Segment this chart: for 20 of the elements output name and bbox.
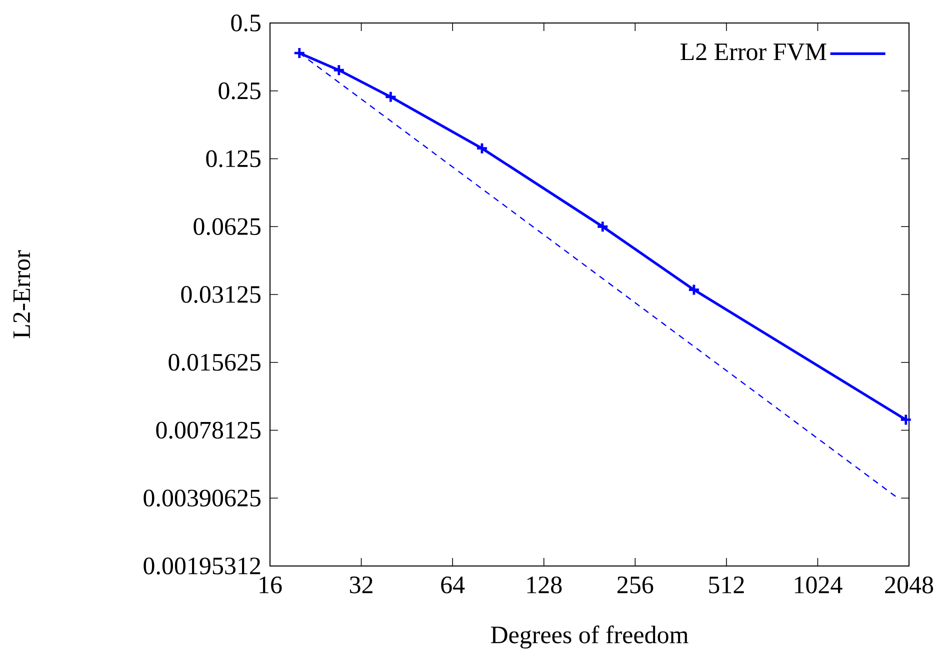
y-axis-title: L2-Error — [13, 250, 30, 338]
y-tick-label: 0.03125 — [181, 286, 260, 303]
y-tick-label: 0.5 — [231, 14, 260, 32]
x-tick-label: 16 — [260, 576, 282, 594]
x-tick-label: 2048 — [885, 576, 934, 594]
x-tick-label: 64 — [441, 576, 465, 594]
y-tick-label: 0.015625 — [168, 354, 260, 371]
x-tick-label: 1024 — [794, 576, 842, 594]
y-tick-label: 0.00390625 — [144, 490, 260, 507]
x-tick-label: 512 — [709, 576, 744, 594]
x-tick-label: 32 — [350, 576, 372, 594]
y-tick-label: 0.0625 — [194, 218, 260, 236]
y-tick-label: 0.25 — [218, 82, 260, 100]
y-tick-label: 0.0078125 — [156, 422, 260, 439]
y-tick-label: 0.125 — [206, 150, 260, 168]
x-axis-title: Degrees of freedom — [490, 626, 688, 649]
legend-label: L2 Error FVM — [680, 43, 826, 60]
y-tick-label: 0.00195312 — [144, 558, 260, 575]
x-tick-label: 128 — [527, 576, 562, 594]
x-tick-label: 256 — [618, 576, 654, 594]
